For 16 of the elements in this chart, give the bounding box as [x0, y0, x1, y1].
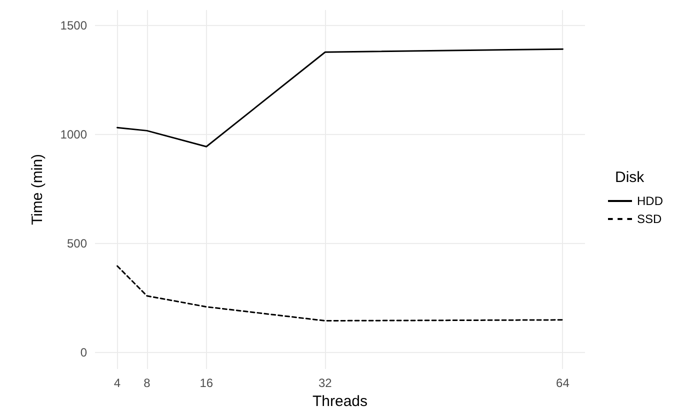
legend-label: SSD	[637, 212, 662, 226]
y-axis-title: Time (min)	[29, 154, 46, 226]
x-tick-label: 4	[114, 376, 121, 390]
y-tick-label: 0	[80, 346, 88, 360]
y-tick-label: 1000	[60, 127, 88, 142]
line-series	[116, 265, 564, 322]
legend-label: HDD	[637, 194, 664, 208]
x-tick-label: 32	[318, 376, 332, 390]
line-series	[116, 48, 564, 148]
x-axis-title: Threads	[312, 392, 368, 410]
x-tick-label: 16	[200, 376, 214, 390]
y-tick-label: 1500	[60, 18, 88, 32]
x-tick-label: 8	[144, 376, 151, 390]
y-tick-label: 500	[66, 236, 88, 251]
x-tick-label: 64	[556, 376, 570, 390]
legend-title: Disk	[615, 169, 645, 186]
